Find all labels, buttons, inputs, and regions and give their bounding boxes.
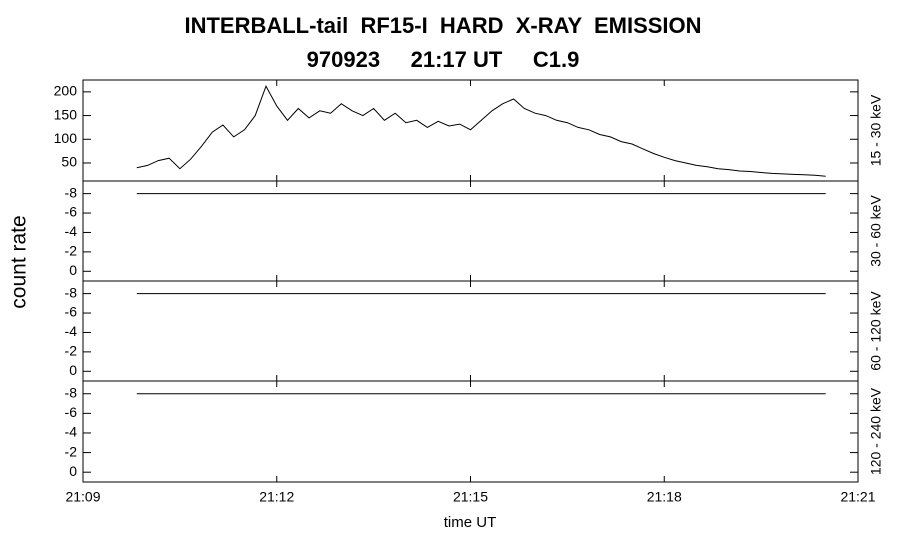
x-tick-label: 21:21 — [840, 489, 875, 505]
band-label: 120 - 240 keV — [868, 387, 884, 475]
y-tick-label: -8 — [65, 384, 78, 400]
x-tick-label: 21:15 — [453, 489, 488, 505]
y-tick-label: -8 — [65, 184, 78, 200]
y-tick-label: -6 — [65, 204, 78, 220]
y-tick-label: -4 — [65, 424, 78, 440]
data-line — [136, 84, 826, 177]
chart-title: INTERBALL-tail RF15-I HARD X-RAY EMISSIO… — [184, 13, 701, 38]
y-tick-label: 100 — [54, 130, 78, 146]
y-tick-label: -2 — [65, 443, 78, 459]
y-tick-label: 0 — [69, 362, 77, 378]
x-tick-label: 21:12 — [259, 489, 294, 505]
y-tick-label: 150 — [54, 106, 78, 122]
plot-frame — [82, 280, 859, 382]
y-tick-label: 0 — [69, 262, 77, 278]
plot-frame — [82, 180, 859, 282]
x-axis-label: time UT — [444, 514, 497, 531]
y-tick-label: -8 — [65, 284, 78, 300]
y-tick-label: -2 — [65, 343, 78, 359]
y-tick-label: -4 — [65, 323, 78, 339]
y-tick-label: -6 — [65, 404, 78, 420]
band-label: 60 - 120 keV — [868, 291, 884, 371]
chart-subtitle: 970923 21:17 UT C1.9 — [307, 47, 580, 72]
y-tick-label: 50 — [61, 154, 77, 170]
band-label: 30 - 60 keV — [868, 195, 884, 267]
x-tick-label: 21:09 — [65, 489, 100, 505]
plot-frame — [82, 79, 859, 182]
y-tick-label: 0 — [69, 463, 77, 479]
y-tick-label: 200 — [54, 83, 78, 99]
y-tick-label: -2 — [65, 243, 78, 259]
x-tick-label: 21:18 — [647, 489, 682, 505]
y-tick-label: -4 — [65, 223, 78, 239]
plot-frame — [82, 380, 859, 483]
y-axis-label: count rate — [8, 215, 31, 308]
band-label: 15 - 30 keV — [868, 94, 884, 166]
y-tick-label: -6 — [65, 304, 78, 320]
